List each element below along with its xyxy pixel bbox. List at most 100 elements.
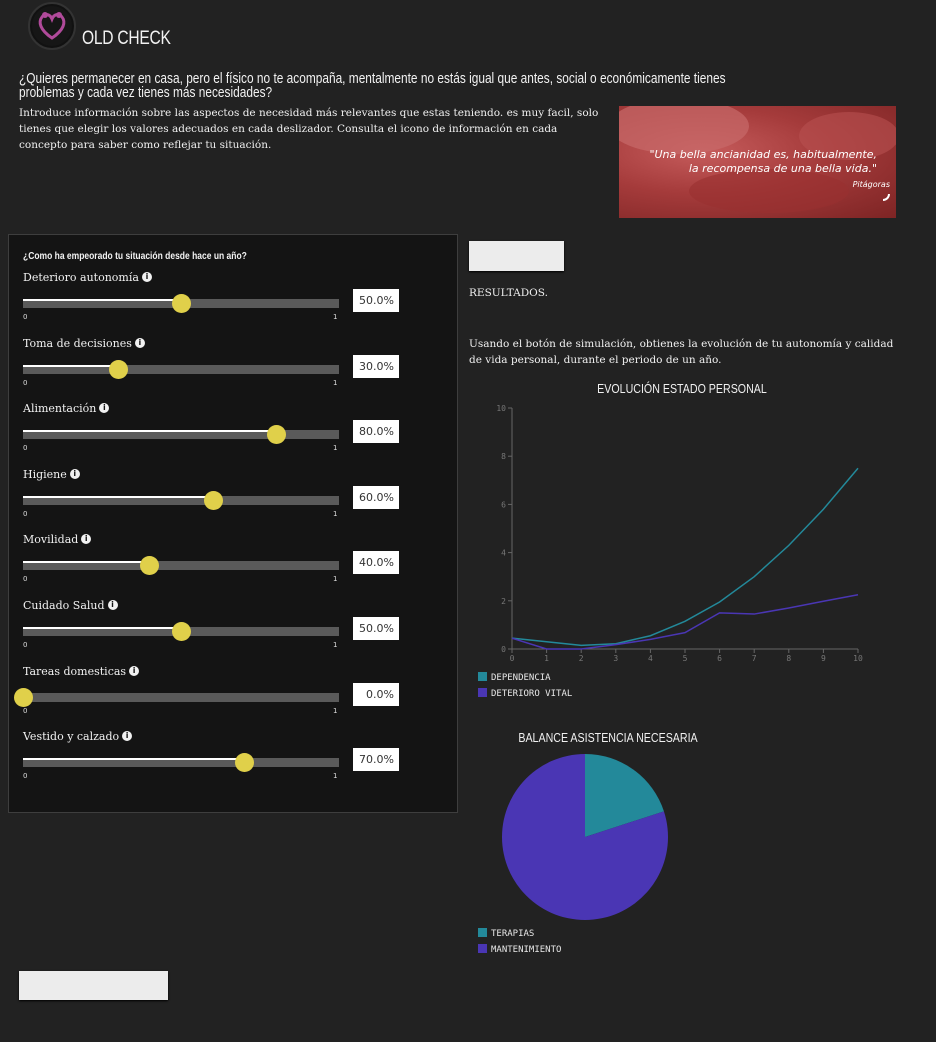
x-tick-label: 3 — [613, 654, 618, 663]
legend-swatch — [478, 944, 487, 953]
slider-fill — [23, 561, 150, 564]
slider-label: Alimentación i — [23, 402, 110, 416]
slider-fill — [23, 627, 181, 629]
legend-swatch — [478, 928, 487, 937]
info-icon[interactable]: i — [69, 468, 80, 479]
slider-label: Deterioro autonomía i — [23, 271, 152, 284]
y-tick-label: 8 — [501, 452, 506, 461]
slider-track[interactable] — [23, 425, 339, 445]
slider-max-label: 1 — [333, 706, 338, 715]
slider-track[interactable] — [23, 622, 339, 641]
slider-label-text: Movilidad — [23, 533, 79, 547]
pie-slice-terapias — [585, 754, 664, 837]
info-icon[interactable]: i — [107, 600, 118, 610]
slider-4: Higiene i 0 1 60.0% — [9, 468, 459, 534]
slider-label: Toma de decisiones i — [23, 337, 145, 350]
hands-image — [619, 106, 896, 213]
slider-fill — [23, 364, 118, 367]
x-tick-label: 4 — [648, 654, 653, 663]
logo — [28, 2, 76, 50]
slider-7: Tareas domesticas i 0 1 0.0% — [9, 665, 459, 731]
slider-track[interactable] — [23, 359, 339, 379]
slider-label: Movilidad i — [23, 533, 92, 547]
slider-label: Tareas domesticas i — [23, 664, 140, 678]
slider-min-label: 0 — [23, 378, 28, 387]
slider-handle[interactable] — [266, 425, 286, 445]
slider-track[interactable] — [14, 687, 339, 707]
slider-min-label: 0 — [23, 509, 28, 518]
slider-8: Vestido y calzado i 0 1 70.0% — [9, 730, 459, 796]
slider-label-text: Toma de decisiones — [23, 336, 132, 350]
slider-5: Movilidad i 0 1 40.0% — [9, 533, 459, 599]
results-label: RESULTADOS. — [469, 287, 548, 299]
slider-max-label: 1 — [333, 313, 338, 321]
x-tick-label: 2 — [579, 654, 584, 663]
restart-button[interactable] — [19, 971, 168, 1000]
slider-handle[interactable] — [14, 687, 33, 707]
x-tick-label: 10 — [853, 654, 863, 663]
slider-track[interactable] — [23, 294, 339, 313]
slider-handle[interactable] — [172, 294, 191, 313]
slider-value-input[interactable]: 50.0% — [353, 617, 399, 640]
info-icon[interactable]: i — [99, 403, 110, 414]
slider-label-text: Alimentación — [23, 402, 97, 416]
slider-2: Toma de decisiones i 0 1 30.0% — [9, 337, 459, 403]
pie-chart-title: BALANCE ASISTENCIA NECESARIA — [518, 730, 697, 745]
slider-value-input[interactable]: 0.0% — [353, 682, 399, 706]
legend-label: DEPENDENCIA — [491, 673, 551, 683]
slider-value-input[interactable]: 30.0% — [353, 354, 399, 378]
x-tick-label: 0 — [510, 654, 515, 663]
slider-handle[interactable] — [203, 490, 223, 510]
legend-label: TERAPIAS — [491, 929, 534, 939]
slider-handle[interactable] — [235, 753, 255, 773]
panel-title: ¿Como ha empeorado tu situación desde ha… — [23, 251, 247, 262]
slider-value-input[interactable]: 70.0% — [353, 748, 399, 772]
line-chart-title: EVOLUCIÓN ESTADO PERSONAL — [597, 380, 767, 396]
slider-label-text: Cuidado Salud — [23, 599, 105, 612]
quote-line-2: la recompensa de una bella vida." — [688, 162, 877, 175]
slider-handle[interactable] — [140, 556, 160, 576]
slider-max-label: 1 — [333, 575, 338, 584]
legend-swatch — [478, 688, 487, 697]
info-icon[interactable]: i — [122, 731, 133, 742]
slider-handle[interactable] — [108, 359, 128, 379]
slider-track[interactable] — [23, 753, 339, 773]
slider-min-label: 0 — [23, 444, 28, 453]
assistance-pie-chart: BALANCE ASISTENCIA NECESARIA TERAPIAS MANT… — [478, 730, 698, 955]
slider-value-input[interactable]: 60.0% — [353, 485, 399, 509]
slider-handle[interactable] — [172, 622, 191, 641]
slider-min-label: 0 — [23, 575, 28, 584]
slider-max-label: 1 — [333, 641, 338, 649]
slider-6: Cuidado Salud i 0 1 50.0% — [9, 599, 459, 665]
slider-label-text: Tareas domesticas — [23, 664, 127, 678]
intro-text: Introduce información sobre las aspectos… — [19, 107, 599, 151]
x-tick-label: 7 — [752, 654, 757, 663]
y-tick-label: 0 — [501, 645, 506, 654]
info-icon[interactable]: i — [141, 272, 152, 282]
slider-min-label: 0 — [23, 772, 28, 781]
slider-panel: ¿Como ha empeorado tu situación desde ha… — [8, 234, 458, 813]
evolution-line-chart: EVOLUCIÓN ESTADO PERSONAL 0 2 4 6 8 10 0 1 2 3 4 5 6 7… — [478, 380, 863, 699]
y-tick-label: 2 — [501, 597, 506, 606]
slider-fill — [23, 758, 245, 761]
slider-1: Deterioro autonomía i 0 1 50.0% — [9, 271, 459, 337]
slider-value-input[interactable]: 80.0% — [353, 420, 399, 444]
quote-banner: "Una bella ancianidad es, habitualmente,… — [619, 106, 896, 218]
slider-value-input[interactable]: 40.0% — [353, 551, 399, 575]
slider-label-text: Higiene — [23, 467, 67, 481]
slider-track[interactable] — [23, 556, 339, 576]
x-tick-label: 6 — [717, 654, 722, 663]
simulate-button[interactable] — [469, 241, 564, 271]
info-icon[interactable]: i — [129, 665, 140, 676]
x-tick-label: 9 — [821, 654, 826, 663]
slider-min-label: 0 — [23, 706, 28, 715]
slider-fill — [23, 299, 181, 301]
slider-track[interactable] — [23, 490, 339, 510]
info-icon[interactable]: i — [134, 337, 145, 348]
slider-min-label: 0 — [23, 641, 28, 649]
slider-value-input[interactable]: 50.0% — [353, 289, 399, 312]
info-icon[interactable]: i — [81, 534, 92, 545]
app-title: OLD CHECK — [82, 28, 171, 49]
slider-max-label: 1 — [333, 444, 338, 453]
y-tick-label: 4 — [501, 549, 506, 558]
